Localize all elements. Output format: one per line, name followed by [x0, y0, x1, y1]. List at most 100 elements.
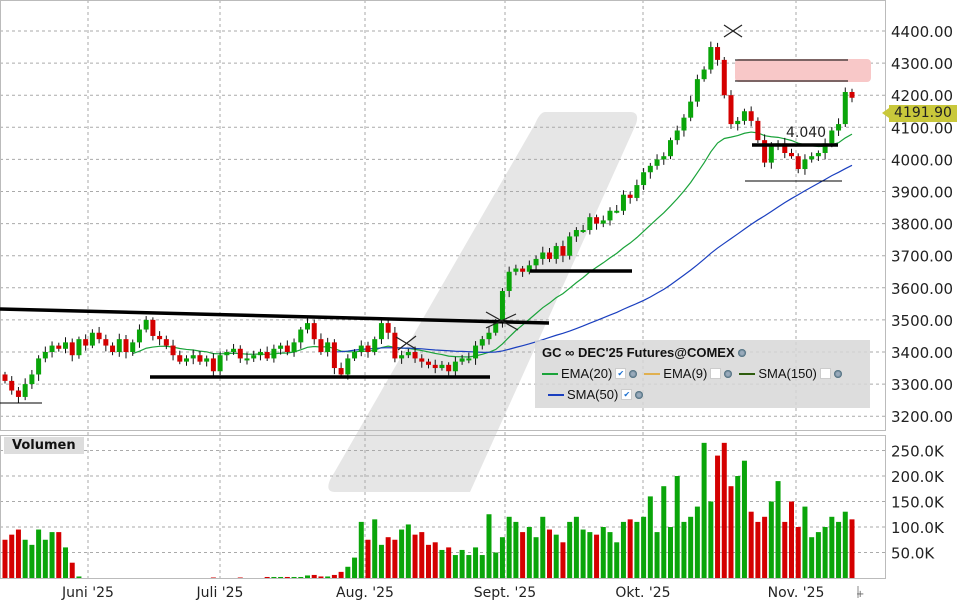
candle-body: [143, 319, 149, 330]
candle-body: [560, 246, 566, 256]
x-tick-label: Juni '25: [61, 585, 114, 600]
candle-body: [513, 268, 519, 272]
volume-bar: [614, 542, 620, 578]
candle-body: [439, 364, 445, 369]
volume-bar: [56, 532, 62, 578]
candle: [728, 90, 734, 129]
candle-body: [446, 364, 452, 372]
scroll-marker[interactable]: +: [856, 586, 864, 600]
candle: [849, 88, 855, 103]
legend-item-sma50[interactable]: SMA(50) ✔: [548, 387, 644, 402]
checkbox-unchecked-icon[interactable]: [819, 368, 831, 379]
candle-body: [338, 368, 344, 375]
candle-body: [620, 194, 626, 211]
volume-bar: [520, 532, 526, 578]
checkbox-unchecked-icon[interactable]: [710, 368, 722, 379]
candle-body: [600, 220, 606, 224]
candle-body: [580, 230, 586, 233]
checkbox-checked-icon[interactable]: ✔: [621, 389, 633, 400]
legend-item-ema9[interactable]: EMA(9): [644, 366, 733, 381]
candle: [594, 214, 600, 230]
candle-body: [553, 246, 559, 259]
candle-body: [237, 348, 243, 359]
candle: [627, 191, 633, 204]
candle: [42, 346, 48, 363]
candle-body: [184, 358, 189, 362]
volume-bar: [284, 576, 290, 578]
candle: [116, 333, 122, 357]
candle-body: [231, 348, 237, 352]
volume-bar: [15, 529, 21, 578]
candle: [459, 354, 465, 365]
candle: [264, 346, 270, 361]
candle: [762, 134, 768, 168]
candle-body: [204, 358, 210, 362]
candle: [157, 331, 163, 346]
y-tick-label: 4400.00: [891, 23, 953, 41]
candle: [237, 345, 243, 363]
candle: [311, 319, 317, 345]
candle-body: [681, 117, 687, 131]
candle-body: [493, 323, 499, 333]
candle-body: [298, 329, 304, 343]
candle: [836, 118, 842, 136]
candle: [486, 327, 492, 345]
candle-body: [795, 156, 801, 170]
x-tick-label: Okt. '25: [615, 585, 670, 600]
volume-bar: [63, 547, 68, 578]
y-tick-label: 3400.00: [891, 344, 953, 362]
volume-bar: [560, 542, 566, 578]
candle-body: [452, 361, 458, 372]
settings-icon[interactable]: [629, 369, 638, 378]
volume-bar: [674, 476, 680, 578]
candle-body: [372, 339, 378, 352]
candle-body: [526, 265, 532, 272]
sma50-line: [334, 164, 853, 353]
line-swatch-icon: [542, 372, 558, 375]
candle: [224, 349, 230, 361]
candle: [466, 352, 472, 364]
volume-bar: [762, 516, 768, 578]
y-tick-label: 4000.00: [891, 151, 953, 169]
candle: [789, 148, 794, 159]
settings-icon[interactable]: [724, 369, 733, 378]
candle: [815, 150, 821, 162]
candle: [513, 264, 519, 276]
settings-icon[interactable]: [833, 369, 842, 378]
settings-icon[interactable]: [738, 349, 747, 357]
candle-body: [836, 124, 842, 131]
checkbox-checked-icon[interactable]: ✔: [615, 368, 627, 379]
y-tick-label: 4200.00: [891, 87, 953, 105]
candle-body: [849, 91, 855, 98]
instrument-title: GC ∞ DEC'25 Futures@COMEX: [542, 345, 747, 360]
candle: [735, 117, 741, 131]
candle-body: [345, 358, 351, 375]
volume-bar: [365, 539, 371, 578]
volume-bar: [298, 576, 304, 578]
candle-body: [63, 342, 68, 349]
candle: [641, 168, 647, 190]
candle: [69, 338, 75, 362]
candle: [291, 338, 297, 357]
volume-bar: [768, 501, 774, 578]
candle-body: [123, 339, 129, 352]
candle-body: [741, 111, 747, 121]
candle: [2, 371, 8, 384]
candle: [822, 138, 828, 160]
volume-bar: [42, 539, 48, 578]
volume-bar: [69, 562, 75, 578]
volume-bar: [29, 544, 35, 578]
settings-icon[interactable]: [635, 390, 644, 399]
candle: [620, 190, 626, 215]
candle-body: [365, 345, 371, 352]
legend-item-sma150[interactable]: SMA(150): [739, 366, 842, 381]
y-tick-label: 3700.00: [891, 248, 953, 266]
candle: [715, 42, 721, 66]
candle: [721, 57, 727, 99]
candle: [741, 108, 747, 125]
volume-bar: [641, 516, 647, 578]
legend-item-ema20[interactable]: EMA(20) ✔: [542, 366, 638, 381]
y-tick-label: 3900.00: [891, 184, 953, 202]
candle-body: [210, 358, 216, 372]
volume-bar: [620, 521, 626, 578]
